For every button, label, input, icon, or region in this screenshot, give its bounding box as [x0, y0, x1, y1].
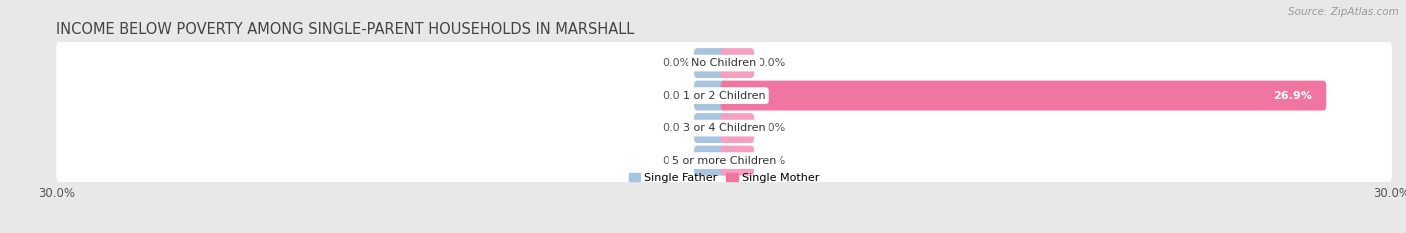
Text: 26.9%: 26.9% [1272, 91, 1312, 101]
Text: 0.0%: 0.0% [662, 156, 690, 166]
Text: 0.0%: 0.0% [758, 156, 786, 166]
FancyBboxPatch shape [695, 81, 727, 110]
FancyBboxPatch shape [721, 146, 754, 175]
Text: 0.0%: 0.0% [662, 91, 690, 101]
FancyBboxPatch shape [721, 48, 754, 78]
FancyBboxPatch shape [56, 39, 1392, 87]
Text: 0.0%: 0.0% [758, 123, 786, 133]
FancyBboxPatch shape [56, 71, 1392, 120]
Text: 1 or 2 Children: 1 or 2 Children [683, 91, 765, 101]
Legend: Single Father, Single Mother: Single Father, Single Mother [624, 168, 824, 187]
FancyBboxPatch shape [721, 81, 1326, 110]
Text: 0.0%: 0.0% [662, 58, 690, 68]
Text: 3 or 4 Children: 3 or 4 Children [683, 123, 765, 133]
Text: 5 or more Children: 5 or more Children [672, 156, 776, 166]
FancyBboxPatch shape [695, 48, 727, 78]
Text: No Children: No Children [692, 58, 756, 68]
FancyBboxPatch shape [695, 146, 727, 175]
Text: 0.0%: 0.0% [758, 58, 786, 68]
FancyBboxPatch shape [695, 113, 727, 143]
Text: INCOME BELOW POVERTY AMONG SINGLE-PARENT HOUSEHOLDS IN MARSHALL: INCOME BELOW POVERTY AMONG SINGLE-PARENT… [56, 22, 634, 37]
FancyBboxPatch shape [56, 136, 1392, 185]
Text: Source: ZipAtlas.com: Source: ZipAtlas.com [1288, 7, 1399, 17]
FancyBboxPatch shape [721, 113, 754, 143]
FancyBboxPatch shape [56, 104, 1392, 152]
Text: 0.0%: 0.0% [662, 123, 690, 133]
